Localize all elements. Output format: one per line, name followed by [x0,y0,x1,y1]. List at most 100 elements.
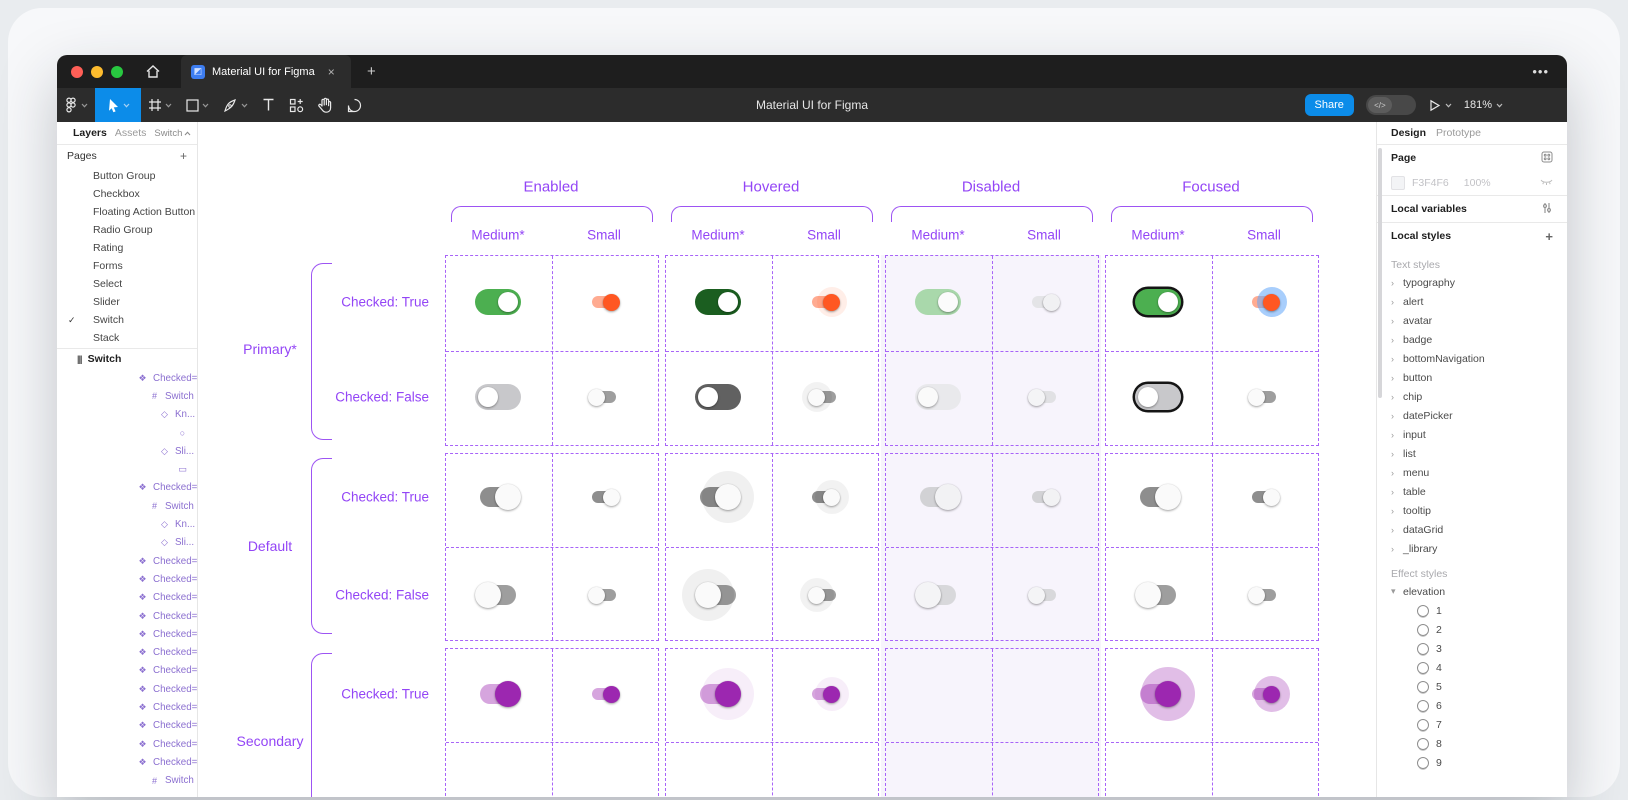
layer-item[interactable]: ○ [57,424,197,442]
switch-component[interactable] [915,582,956,608]
layer-item[interactable]: ❖Checked=T... [138,573,198,585]
switch-component[interactable] [1135,384,1181,410]
switch-component[interactable] [592,293,620,311]
page-item[interactable]: Forms [93,260,123,272]
switch-component[interactable] [475,582,516,608]
share-button[interactable]: Share [1304,94,1354,116]
switch-component[interactable] [1028,586,1056,604]
switch-component[interactable] [1248,586,1276,604]
color-swatch[interactable] [1391,176,1405,190]
switch-component[interactable] [480,484,521,510]
text-style-item[interactable]: › menu [1391,466,1430,479]
page-item[interactable]: Floating Action Button [93,206,196,218]
main-menu-button[interactable] [57,88,95,122]
switch-component[interactable] [799,578,836,612]
switch-component[interactable] [700,471,754,523]
switch-component[interactable] [695,384,741,410]
layer-item[interactable]: ❖Checked=T... [138,482,198,494]
add-style-button[interactable]: + [1545,228,1553,244]
page-item[interactable]: Rating [93,242,124,254]
current-page-header[interactable]: ||| Switch [77,353,122,365]
elevation-style-item[interactable]: 7 [1377,715,1567,734]
text-style-item[interactable]: › alert [1391,295,1424,308]
dev-mode-toggle[interactable]: </> [1365,95,1416,115]
traffic-zoom-button[interactable] [111,65,123,78]
move-tool-button[interactable] [95,88,141,122]
switch-component[interactable] [480,681,521,707]
tab-layers[interactable]: Layers [73,127,107,139]
switch-component[interactable] [475,289,521,315]
layer-item[interactable]: ◇ Sli... [57,534,197,552]
pen-tool-button[interactable] [216,88,255,122]
text-style-item[interactable]: › chip [1391,390,1423,403]
canvas[interactable]: Enabled Medium* Small Hovered Medium* Small Di… [198,122,1376,797]
effect-group-elevation[interactable]: ▾ elevation [1391,585,1446,598]
switch-component[interactable] [695,289,741,315]
switch-component[interactable] [1032,293,1060,311]
elevation-style-item[interactable]: 9 [1377,753,1567,772]
eye-hidden-icon[interactable] [1540,177,1553,189]
resources-tool-button[interactable] [282,88,311,122]
layer-item[interactable]: ❖Checked=F... [138,756,198,768]
present-button[interactable] [1428,99,1452,112]
switch-component[interactable] [682,569,736,621]
switch-component[interactable] [812,480,849,514]
switch-component[interactable] [812,677,849,711]
page-item[interactable]: Checkbox [93,188,140,200]
home-icon[interactable] [139,61,167,83]
page-item[interactable]: Stack [93,332,120,344]
switch-component[interactable] [1252,488,1280,506]
elevation-style-item[interactable]: 2 [1377,620,1567,639]
text-tool-button[interactable] [255,88,282,122]
elevation-style-item[interactable]: 5 [1377,677,1567,696]
switch-component[interactable] [915,289,961,315]
add-page-button[interactable]: + [179,149,187,163]
page-item[interactable]: Button Group [93,170,156,182]
layer-item[interactable]: ▭ [57,460,197,478]
page-item[interactable]: Select [93,278,123,290]
frame-tool-button[interactable] [141,88,179,122]
elevation-style-item[interactable]: 1 [1377,601,1567,620]
text-style-item[interactable]: › input [1391,428,1426,441]
tab-design[interactable]: Design [1391,127,1427,139]
styles-grid-icon[interactable] [1541,151,1553,166]
text-style-item[interactable]: › list [1391,447,1416,460]
page-item[interactable]: Radio Group [93,224,153,236]
switch-component[interactable] [1135,289,1181,315]
text-style-item[interactable]: › button [1391,371,1433,384]
switch-component[interactable] [1252,676,1290,712]
page-color-row[interactable]: F3F4F6 100% [1377,171,1567,195]
text-style-item[interactable]: › dataGrid [1391,523,1444,536]
window-more-menu[interactable]: ••• [1532,64,1549,79]
shape-tool-button[interactable] [179,88,216,122]
traffic-close-button[interactable] [71,65,83,78]
layer-item[interactable]: ❖Checked=T... [138,592,198,604]
switch-component[interactable] [915,384,961,410]
layer-item[interactable]: ❖Checked=T... [138,647,198,659]
switch-component[interactable] [1140,667,1195,721]
hand-tool-button[interactable] [311,88,340,122]
layer-item[interactable]: ❖Checked=F... [138,720,198,732]
layer-item[interactable]: # Switch [57,772,197,790]
text-style-item[interactable]: › bottomNavigation [1391,352,1485,365]
comment-tool-button[interactable] [340,88,369,122]
scrollbar[interactable] [1378,148,1382,398]
layer-item[interactable]: ❖Checked=T... [138,372,198,384]
text-style-item[interactable]: › table [1391,485,1426,498]
text-style-item[interactable]: › badge [1391,333,1433,346]
switch-component[interactable] [1028,388,1056,406]
layer-item[interactable]: ❖Checked=F... [138,683,198,695]
elevation-style-item[interactable]: 8 [1377,734,1567,753]
text-style-item[interactable]: › typography [1391,276,1455,289]
layer-item[interactable]: # Switch [57,497,197,515]
layer-item[interactable]: ❖Checked=F... [138,665,198,677]
new-tab-button[interactable]: + [367,63,376,80]
switch-component[interactable] [588,388,616,406]
switch-component[interactable] [1248,388,1276,406]
switch-component[interactable] [1135,582,1176,608]
text-style-item[interactable]: › _library [1391,542,1438,555]
switch-component[interactable] [1032,488,1060,506]
tab-prototype[interactable]: Prototype [1436,127,1481,139]
page-switcher[interactable]: Switch [154,128,191,139]
switch-component[interactable] [592,488,620,506]
